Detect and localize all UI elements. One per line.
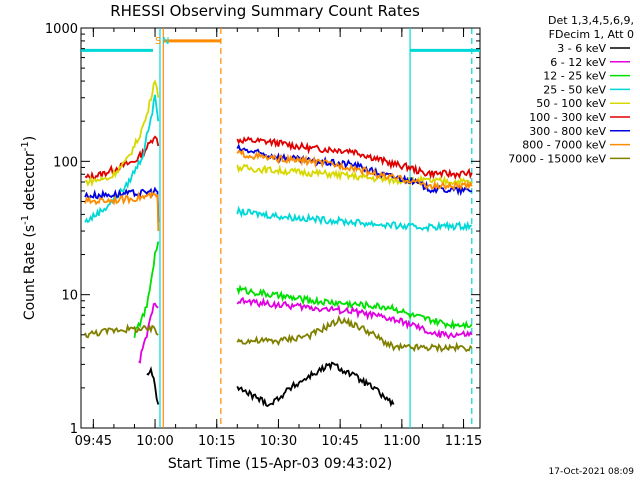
series-line xyxy=(84,323,159,339)
series-line xyxy=(236,361,395,408)
x-tick-label: 10:30 xyxy=(260,434,297,449)
series-50-100-keV xyxy=(84,79,473,189)
series-line xyxy=(236,284,473,331)
x-tick-label: 11:00 xyxy=(383,434,420,449)
y-axis: 1 10 100 1000 xyxy=(45,22,480,437)
y-tick-label: 1 xyxy=(70,422,78,437)
series-line xyxy=(146,366,160,405)
x-tick-label: 11:15 xyxy=(445,434,482,449)
footer-date: 17-Oct-2021 08:09 xyxy=(549,467,635,477)
y-tick-label: 1000 xyxy=(45,22,78,37)
x-tick-label: 10:15 xyxy=(198,434,235,449)
series-line xyxy=(236,296,473,340)
series-3-6-keV xyxy=(146,361,395,408)
series-line xyxy=(236,205,472,233)
legend-entry-label: 25 - 50 keV xyxy=(543,83,606,96)
legend-entry-label: 50 - 100 keV xyxy=(536,97,606,110)
x-tick-label: 10:45 xyxy=(321,434,358,449)
series-6-12-keV xyxy=(138,296,473,364)
legend-entry-label: 100 - 300 keV xyxy=(529,111,606,124)
legend-entry-label: 800 - 7000 keV xyxy=(522,139,606,152)
legend: Det 1,3,4,5,6,9,FDecim 1, Att 03 - 6 keV… xyxy=(508,14,634,165)
series-line xyxy=(84,79,160,188)
series-800-7000-keV xyxy=(84,148,473,232)
series-line xyxy=(84,186,160,223)
legend-header: Det 1,3,4,5,6,9, xyxy=(548,14,634,27)
series-line xyxy=(236,136,473,181)
plot-frame xyxy=(80,27,481,429)
series-7000-15000-keV xyxy=(84,314,473,353)
legend-entry-label: 3 - 6 keV xyxy=(557,42,606,55)
series-line xyxy=(236,163,473,189)
series-line xyxy=(236,148,473,192)
series-25-50-keV xyxy=(84,94,472,233)
legend-entry-label: 300 - 800 keV xyxy=(529,125,606,138)
series-line xyxy=(138,302,159,364)
x-axis: 09:45 10:00 10:15 10:30 10:45 11:00 11:15 xyxy=(75,28,482,449)
series-12-25-keV xyxy=(133,241,473,338)
series-line xyxy=(236,314,473,353)
legend-entry-label: 7000 - 15000 keV xyxy=(508,152,606,165)
series-line xyxy=(84,94,160,224)
x-tick-label: 10:00 xyxy=(136,434,173,449)
legend-header: FDecim 1, Att 0 xyxy=(549,28,634,41)
x-axis-label: Start Time (15-Apr-03 09:43:02) xyxy=(168,456,392,472)
flag-label: N xyxy=(162,36,169,47)
chart-title: RHESSI Observing Summary Count Rates xyxy=(110,2,420,20)
y-tick-label: 100 xyxy=(53,155,78,170)
x-tick-label: 09:45 xyxy=(75,434,112,449)
series-line xyxy=(84,135,160,182)
series-100-300-keV xyxy=(84,135,473,182)
series-line xyxy=(84,190,160,232)
y-tick-label: 10 xyxy=(61,289,78,304)
flag-label: S xyxy=(155,36,161,47)
series-line xyxy=(133,241,160,338)
legend-entry-label: 12 - 25 keV xyxy=(543,70,606,83)
y-axis-label: Count Rate (s-1 detector-1) xyxy=(20,136,38,320)
legend-entry-label: 6 - 12 keV xyxy=(550,56,606,69)
